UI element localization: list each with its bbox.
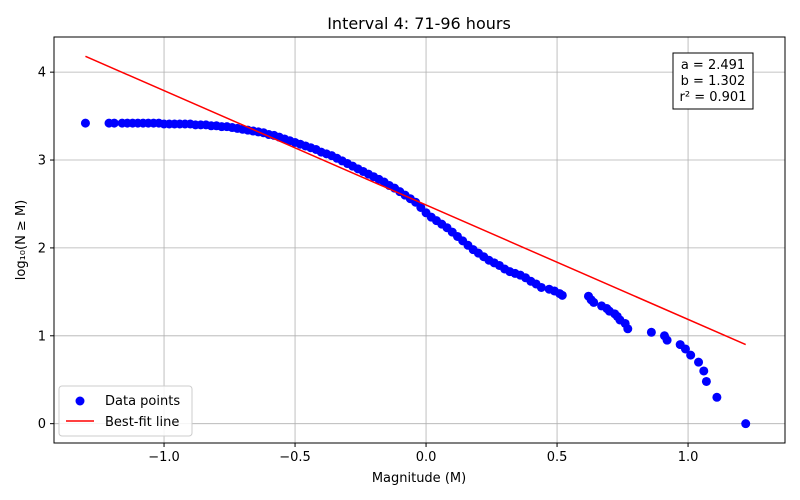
legend-marker-data-points — [75, 396, 85, 406]
y-tick-label: 3 — [38, 154, 46, 169]
x-tick-label: −0.5 — [279, 450, 311, 465]
data-point — [589, 297, 599, 307]
x-tick-label: 0.0 — [416, 450, 437, 465]
data-point — [662, 335, 672, 345]
y-tick-label: 0 — [38, 417, 46, 432]
data-point — [699, 366, 709, 376]
x-axis-label: Magnitude (M) — [372, 471, 466, 486]
series — [80, 55, 751, 429]
data-point — [694, 357, 704, 367]
ticks: −1.0 −0.5 0.0 0.5 1.0 0 1 2 3 4 — [38, 66, 699, 465]
chart-title: Interval 4: 71-96 hours — [327, 14, 511, 33]
data-point — [623, 324, 633, 334]
stats-annotation-box: a = 2.491 b = 1.302 r² = 0.901 — [672, 52, 754, 110]
stats-r2-value: r² = 0.901 — [680, 90, 747, 105]
x-tick-label: 0.5 — [547, 450, 568, 465]
y-tick-label: 1 — [38, 329, 46, 344]
data-point — [686, 350, 696, 360]
stats-a-value: a = 2.491 — [681, 58, 745, 73]
best-fit-line — [85, 55, 746, 346]
data-point — [80, 118, 90, 128]
stats-annotation-frame — [672, 52, 754, 110]
stats-b-value: b = 1.302 — [681, 74, 746, 89]
data-point — [646, 327, 656, 337]
data-point — [680, 344, 690, 354]
y-tick-label: 2 — [38, 241, 46, 256]
data-point — [741, 419, 751, 429]
data-point — [109, 118, 119, 128]
y-axis-label: log₁₀(N ≥ M) — [14, 200, 29, 280]
legend: Data points Best-fit line — [58, 385, 193, 437]
x-tick-label: −1.0 — [148, 450, 180, 465]
legend-label-data-points: Data points — [105, 394, 180, 409]
legend-label-best-fit-line: Best-fit line — [105, 415, 179, 430]
x-tick-label: 1.0 — [678, 450, 699, 465]
data-point — [536, 282, 546, 292]
data-point — [712, 392, 722, 402]
plot-frame — [53, 36, 786, 444]
legend-frame — [58, 385, 193, 437]
y-tick-label: 4 — [38, 66, 46, 81]
data-point — [701, 376, 711, 386]
data-point — [557, 290, 567, 300]
